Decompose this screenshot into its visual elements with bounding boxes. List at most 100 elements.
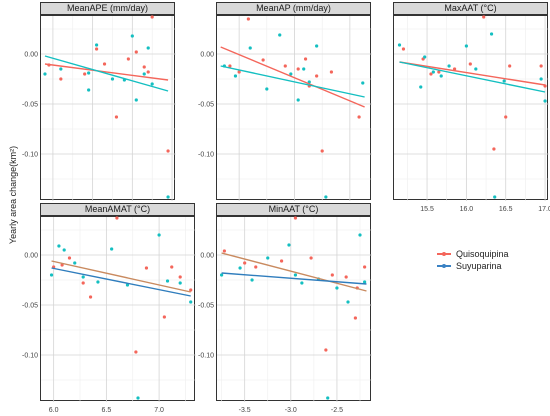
data-point bbox=[278, 33, 282, 37]
data-point bbox=[423, 55, 427, 59]
data-point bbox=[126, 57, 130, 61]
facet-panel: MaxAAT (°C) 15.5 16.0 16.5 17.0 bbox=[393, 2, 550, 213]
data-point bbox=[363, 280, 367, 284]
data-point bbox=[482, 15, 486, 19]
data-point bbox=[150, 82, 154, 86]
x-tick-label: 7.0 bbox=[154, 407, 164, 414]
plot-area: -3.5 -3.0 -2.5 0.00 -0.05 -0.10 bbox=[198, 216, 372, 414]
data-point bbox=[178, 275, 182, 279]
data-point bbox=[142, 65, 146, 69]
trend-line bbox=[44, 63, 169, 81]
data-point bbox=[293, 273, 298, 277]
data-point bbox=[279, 259, 284, 263]
facet-panel: MinAAT (°C) -3.5 -3.0 -2.5 0.00 -0.05 -0.10 bbox=[198, 203, 372, 414]
data-point bbox=[62, 248, 66, 252]
data-point bbox=[83, 72, 87, 76]
data-point bbox=[346, 300, 350, 304]
y-tick-label: -0.05 bbox=[22, 102, 38, 109]
data-point bbox=[439, 74, 443, 78]
x-tick-label: 16.5 bbox=[499, 206, 513, 213]
trend-line bbox=[44, 55, 169, 92]
legend-key-quisoquipina bbox=[437, 252, 451, 256]
data-point bbox=[489, 32, 494, 36]
data-point bbox=[358, 233, 362, 237]
plot-area: 15.5 16.0 16.5 17.0 bbox=[393, 15, 550, 213]
data-point bbox=[81, 275, 85, 279]
data-point bbox=[130, 34, 134, 38]
data-point bbox=[320, 149, 324, 153]
y-tick-label: -0.05 bbox=[198, 102, 214, 109]
data-point bbox=[114, 115, 119, 119]
data-point bbox=[222, 249, 226, 253]
x-tick-label: 16.0 bbox=[460, 206, 474, 213]
data-point bbox=[162, 315, 166, 319]
legend-item-suyuparina: Suyuparina bbox=[437, 260, 509, 272]
trend-line bbox=[220, 65, 365, 98]
trend-line bbox=[51, 267, 191, 297]
data-point bbox=[296, 98, 300, 102]
data-point bbox=[539, 77, 543, 81]
data-point bbox=[228, 64, 232, 68]
data-point bbox=[157, 233, 161, 237]
data-point bbox=[543, 99, 547, 103]
data-point bbox=[136, 396, 140, 400]
data-point bbox=[57, 244, 61, 248]
data-point bbox=[309, 256, 313, 260]
data-point bbox=[330, 273, 334, 277]
data-point bbox=[102, 62, 107, 66]
data-point bbox=[300, 281, 304, 285]
data-point bbox=[254, 265, 258, 269]
data-point bbox=[283, 64, 287, 68]
data-point bbox=[315, 44, 319, 48]
data-point bbox=[115, 216, 119, 220]
data-point bbox=[150, 15, 154, 19]
data-point bbox=[363, 265, 367, 269]
data-point bbox=[110, 247, 114, 251]
y-tick-label: -0.05 bbox=[22, 303, 38, 310]
y-axis-label: Yearly area change(km²) bbox=[8, 145, 18, 245]
facet-title: MeanAMAT (°C) bbox=[40, 203, 195, 216]
data-point bbox=[144, 266, 149, 270]
data-point bbox=[539, 64, 543, 68]
trend-line bbox=[220, 46, 365, 108]
x-tick-label: 6.5 bbox=[102, 407, 112, 414]
data-point bbox=[265, 87, 269, 91]
plot-area: 6.0 6.5 7.0 0.00 -0.05 -0.10 bbox=[22, 216, 196, 414]
data-point bbox=[502, 79, 506, 83]
data-point bbox=[250, 278, 254, 282]
data-point bbox=[134, 50, 138, 54]
y-tick-label: -0.10 bbox=[198, 152, 214, 159]
data-point bbox=[59, 67, 63, 71]
data-point bbox=[296, 67, 300, 71]
data-point bbox=[401, 47, 406, 51]
data-point bbox=[178, 281, 182, 285]
data-point bbox=[125, 283, 130, 287]
data-point bbox=[353, 316, 357, 320]
data-point bbox=[166, 195, 170, 199]
data-point bbox=[243, 261, 247, 265]
data-point bbox=[397, 43, 402, 47]
data-point bbox=[504, 115, 508, 119]
facet-panel: MeanAPE (mm/day)1.51.61.71.80.00-0.05-0.… bbox=[22, 2, 177, 213]
trend-line bbox=[221, 252, 367, 292]
data-point bbox=[220, 273, 224, 277]
data-point bbox=[315, 74, 319, 78]
plot-area: 1.51.61.71.80.00-0.05-0.10 bbox=[22, 15, 177, 213]
data-point bbox=[142, 72, 146, 76]
data-point bbox=[49, 273, 54, 277]
data-point bbox=[59, 77, 63, 81]
trend-line bbox=[51, 260, 191, 293]
plot-area: 1.21.51.80.00-0.05-0.10 bbox=[198, 15, 372, 213]
data-point bbox=[146, 70, 150, 74]
data-point bbox=[233, 74, 238, 78]
data-point bbox=[329, 70, 334, 74]
data-point bbox=[293, 216, 298, 220]
data-point bbox=[134, 98, 138, 102]
legend-key-suyuparina bbox=[437, 264, 451, 268]
data-point bbox=[94, 43, 99, 47]
data-point bbox=[266, 256, 270, 260]
data-point bbox=[87, 71, 91, 75]
facet-panel: MeanAMAT (°C) 6.0 6.5 7.0 0.00 -0.05 -0.10 bbox=[22, 203, 196, 414]
x-tick-label: -3.0 bbox=[285, 407, 297, 414]
data-point bbox=[419, 85, 423, 89]
